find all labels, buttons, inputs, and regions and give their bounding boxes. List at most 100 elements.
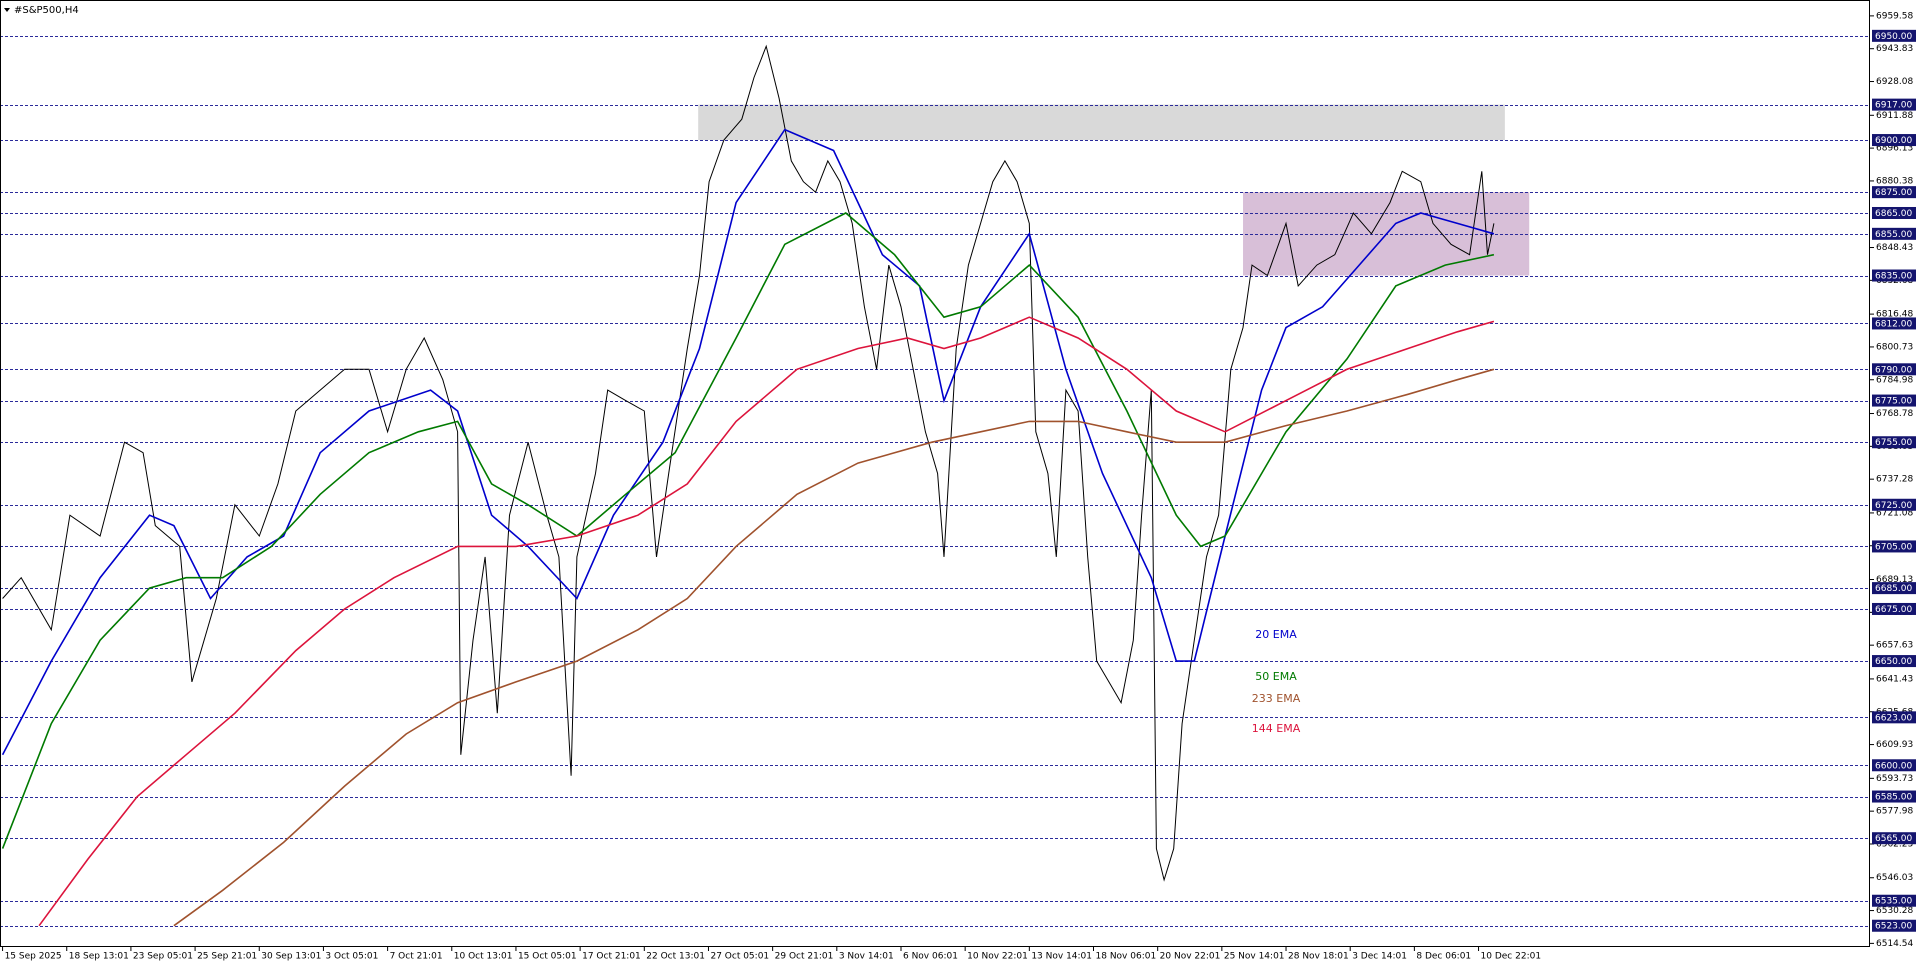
level-label: 6725.00 bbox=[1875, 501, 1912, 511]
price-line bbox=[2, 44, 1495, 882]
y-tick-label: 6530.28 bbox=[1876, 906, 1913, 916]
level-tag bbox=[1872, 227, 1916, 240]
level-label: 6600.00 bbox=[1875, 761, 1912, 771]
level-tag bbox=[1872, 363, 1916, 376]
level-tag bbox=[1872, 269, 1916, 282]
y-tick-label: 6737.28 bbox=[1876, 475, 1913, 485]
x-tick-label: 29 Oct 21:01 bbox=[775, 952, 834, 962]
y-tick-label: 6562.23 bbox=[1876, 839, 1913, 849]
level-label: 6685.00 bbox=[1875, 584, 1912, 594]
x-tick-label: 13 Nov 14:01 bbox=[1031, 952, 1092, 962]
level-label: 6535.00 bbox=[1875, 897, 1912, 907]
x-tick-label: 23 Sep 05:01 bbox=[133, 952, 193, 962]
legend-label: 233 EMA bbox=[1252, 692, 1301, 705]
level-label: 6835.00 bbox=[1875, 272, 1912, 282]
level-tag bbox=[1872, 29, 1916, 42]
level-tag bbox=[1872, 317, 1916, 330]
y-tick-label: 6911.88 bbox=[1876, 111, 1913, 121]
x-tick-label: 6 Nov 06:01 bbox=[903, 952, 958, 962]
zone bbox=[698, 104, 1505, 141]
plot-area bbox=[0, 36, 1870, 927]
level-tag bbox=[1872, 711, 1916, 724]
y-tick-label: 6816.48 bbox=[1876, 310, 1913, 320]
level-label: 6917.00 bbox=[1875, 101, 1912, 111]
level-label: 6523.00 bbox=[1875, 922, 1912, 932]
x-tick-label: 17 Oct 21:01 bbox=[582, 952, 641, 962]
y-tick-label: 6609.93 bbox=[1876, 740, 1913, 750]
x-tick-label: 3 Nov 14:01 bbox=[839, 952, 894, 962]
y-tick-label: 6880.38 bbox=[1876, 176, 1913, 186]
y-tick-label: 6593.73 bbox=[1876, 774, 1913, 784]
x-tick-label: 18 Sep 13:01 bbox=[69, 952, 129, 962]
x-tick-label: 25 Sep 21:01 bbox=[197, 952, 257, 962]
level-label: 6790.00 bbox=[1875, 365, 1912, 375]
level-label: 6875.00 bbox=[1875, 188, 1912, 198]
level-label: 6900.00 bbox=[1875, 136, 1912, 146]
level-tag bbox=[1872, 394, 1916, 407]
y-tick-label: 6641.43 bbox=[1876, 674, 1913, 684]
y-tick-label: 6689.13 bbox=[1876, 575, 1913, 585]
y-tick-label: 6848.43 bbox=[1876, 243, 1913, 253]
level-label: 6675.00 bbox=[1875, 605, 1912, 615]
legend-label: 50 EMA bbox=[1255, 670, 1297, 683]
x-tick-label: 22 Oct 13:01 bbox=[646, 952, 705, 962]
level-label: 6855.00 bbox=[1875, 230, 1912, 240]
level-tag bbox=[1872, 98, 1916, 111]
level-label: 6865.00 bbox=[1875, 209, 1912, 219]
level-label: 6650.00 bbox=[1875, 657, 1912, 667]
x-tick-label: 7 Oct 21:01 bbox=[390, 952, 443, 962]
x-tick-label: 10 Nov 22:01 bbox=[967, 952, 1028, 962]
ema-line bbox=[173, 368, 1495, 927]
y-tick-label: 6784.98 bbox=[1876, 375, 1913, 385]
y-tick-label: 6546.03 bbox=[1876, 873, 1913, 883]
x-tick-label: 25 Nov 14:01 bbox=[1224, 952, 1285, 962]
y-tick-label: 6959.58 bbox=[1876, 11, 1913, 21]
ema-line bbox=[1, 212, 1495, 849]
x-tick-label: 3 Dec 14:01 bbox=[1352, 952, 1407, 962]
level-label: 6585.00 bbox=[1875, 793, 1912, 803]
y-tick-label: 6896.13 bbox=[1876, 144, 1913, 154]
level-tag bbox=[1872, 759, 1916, 772]
level-label: 6755.00 bbox=[1875, 438, 1912, 448]
level-tag bbox=[1872, 540, 1916, 553]
level-tag bbox=[1872, 582, 1916, 595]
level-tag bbox=[1872, 894, 1916, 907]
level-label: 6565.00 bbox=[1875, 834, 1912, 844]
ema-line bbox=[1, 128, 1495, 756]
level-tag bbox=[1872, 790, 1916, 803]
level-tag bbox=[1872, 832, 1916, 845]
level-tag bbox=[1872, 655, 1916, 668]
y-tick-label: 6800.73 bbox=[1876, 342, 1913, 352]
level-label: 6775.00 bbox=[1875, 397, 1912, 407]
legend-label: 20 EMA bbox=[1255, 628, 1297, 641]
x-tick-label: 8 Dec 06:01 bbox=[1416, 952, 1471, 962]
ema-line bbox=[38, 316, 1495, 927]
y-tick-label: 6577.98 bbox=[1876, 807, 1913, 817]
level-tag bbox=[1872, 602, 1916, 615]
level-label: 6950.00 bbox=[1875, 32, 1912, 42]
level-tag bbox=[1872, 919, 1916, 932]
y-tick-label: 6514.54 bbox=[1876, 939, 1913, 949]
x-tick-label: 18 Nov 06:01 bbox=[1096, 952, 1157, 962]
y-tick-label: 6943.83 bbox=[1876, 44, 1913, 54]
chart-title: #S&P500,H4 bbox=[14, 5, 79, 16]
level-tag bbox=[1872, 134, 1916, 147]
level-label: 6623.00 bbox=[1875, 713, 1912, 723]
x-tick-label: 20 Nov 22:01 bbox=[1160, 952, 1221, 962]
y-tick-label: 6657.63 bbox=[1876, 641, 1913, 651]
x-tick-label: 28 Nov 18:01 bbox=[1288, 952, 1349, 962]
x-tick-label: 30 Sep 13:01 bbox=[261, 952, 321, 962]
x-tick-label: 27 Oct 05:01 bbox=[710, 952, 769, 962]
x-tick-label: 10 Oct 13:01 bbox=[454, 952, 513, 962]
level-tag bbox=[1872, 498, 1916, 511]
x-tick-label: 10 Dec 22:01 bbox=[1481, 952, 1542, 962]
y-tick-label: 6768.78 bbox=[1876, 409, 1913, 419]
x-tick-label: 15 Sep 2025 bbox=[5, 952, 62, 962]
level-label: 6812.00 bbox=[1875, 319, 1912, 329]
x-tick-label: 15 Oct 05:01 bbox=[518, 952, 577, 962]
menu-arrow[interactable] bbox=[4, 8, 10, 12]
plot-border bbox=[0, 0, 1870, 947]
level-tag bbox=[1872, 436, 1916, 449]
